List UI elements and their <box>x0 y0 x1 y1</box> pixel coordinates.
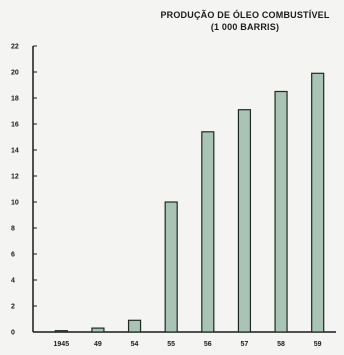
y-tick-label: 0 <box>11 330 15 337</box>
x-tick-label: 58 <box>277 341 285 348</box>
bar <box>274 90 288 333</box>
x-tick-label: 55 <box>167 341 175 348</box>
y-tick-label: 12 <box>11 174 19 181</box>
bar <box>91 327 105 333</box>
y-tick-label: 2 <box>11 304 15 311</box>
x-tick-label: 1945 <box>54 341 70 348</box>
y-tick-label: 10 <box>11 200 19 207</box>
x-tick-label: 56 <box>204 341 212 348</box>
bar <box>237 109 252 333</box>
y-tick-label: 6 <box>11 252 15 259</box>
x-tick-label: 54 <box>131 341 139 348</box>
chart-subtitle: (1 000 BARRIS) <box>210 22 280 32</box>
y-tick-label: 18 <box>11 96 19 103</box>
y-tick-label: 22 <box>11 44 19 51</box>
chart-title: PRODUÇÃO DE ÓLEO COMBUSTÍVEL <box>160 10 330 20</box>
y-tick-label: 20 <box>11 70 19 77</box>
bar <box>311 72 325 333</box>
x-tick-label: 59 <box>314 341 322 348</box>
y-tick-label: 14 <box>11 148 19 155</box>
x-tick-label: 49 <box>94 341 102 348</box>
y-tick-label: 16 <box>11 122 19 129</box>
x-tick-label: 57 <box>241 341 249 348</box>
bar <box>54 330 68 333</box>
y-tick-label: 4 <box>11 278 15 285</box>
bar <box>127 319 142 333</box>
bar <box>201 131 215 333</box>
bar <box>164 201 178 333</box>
y-tick-label: 8 <box>11 226 15 233</box>
